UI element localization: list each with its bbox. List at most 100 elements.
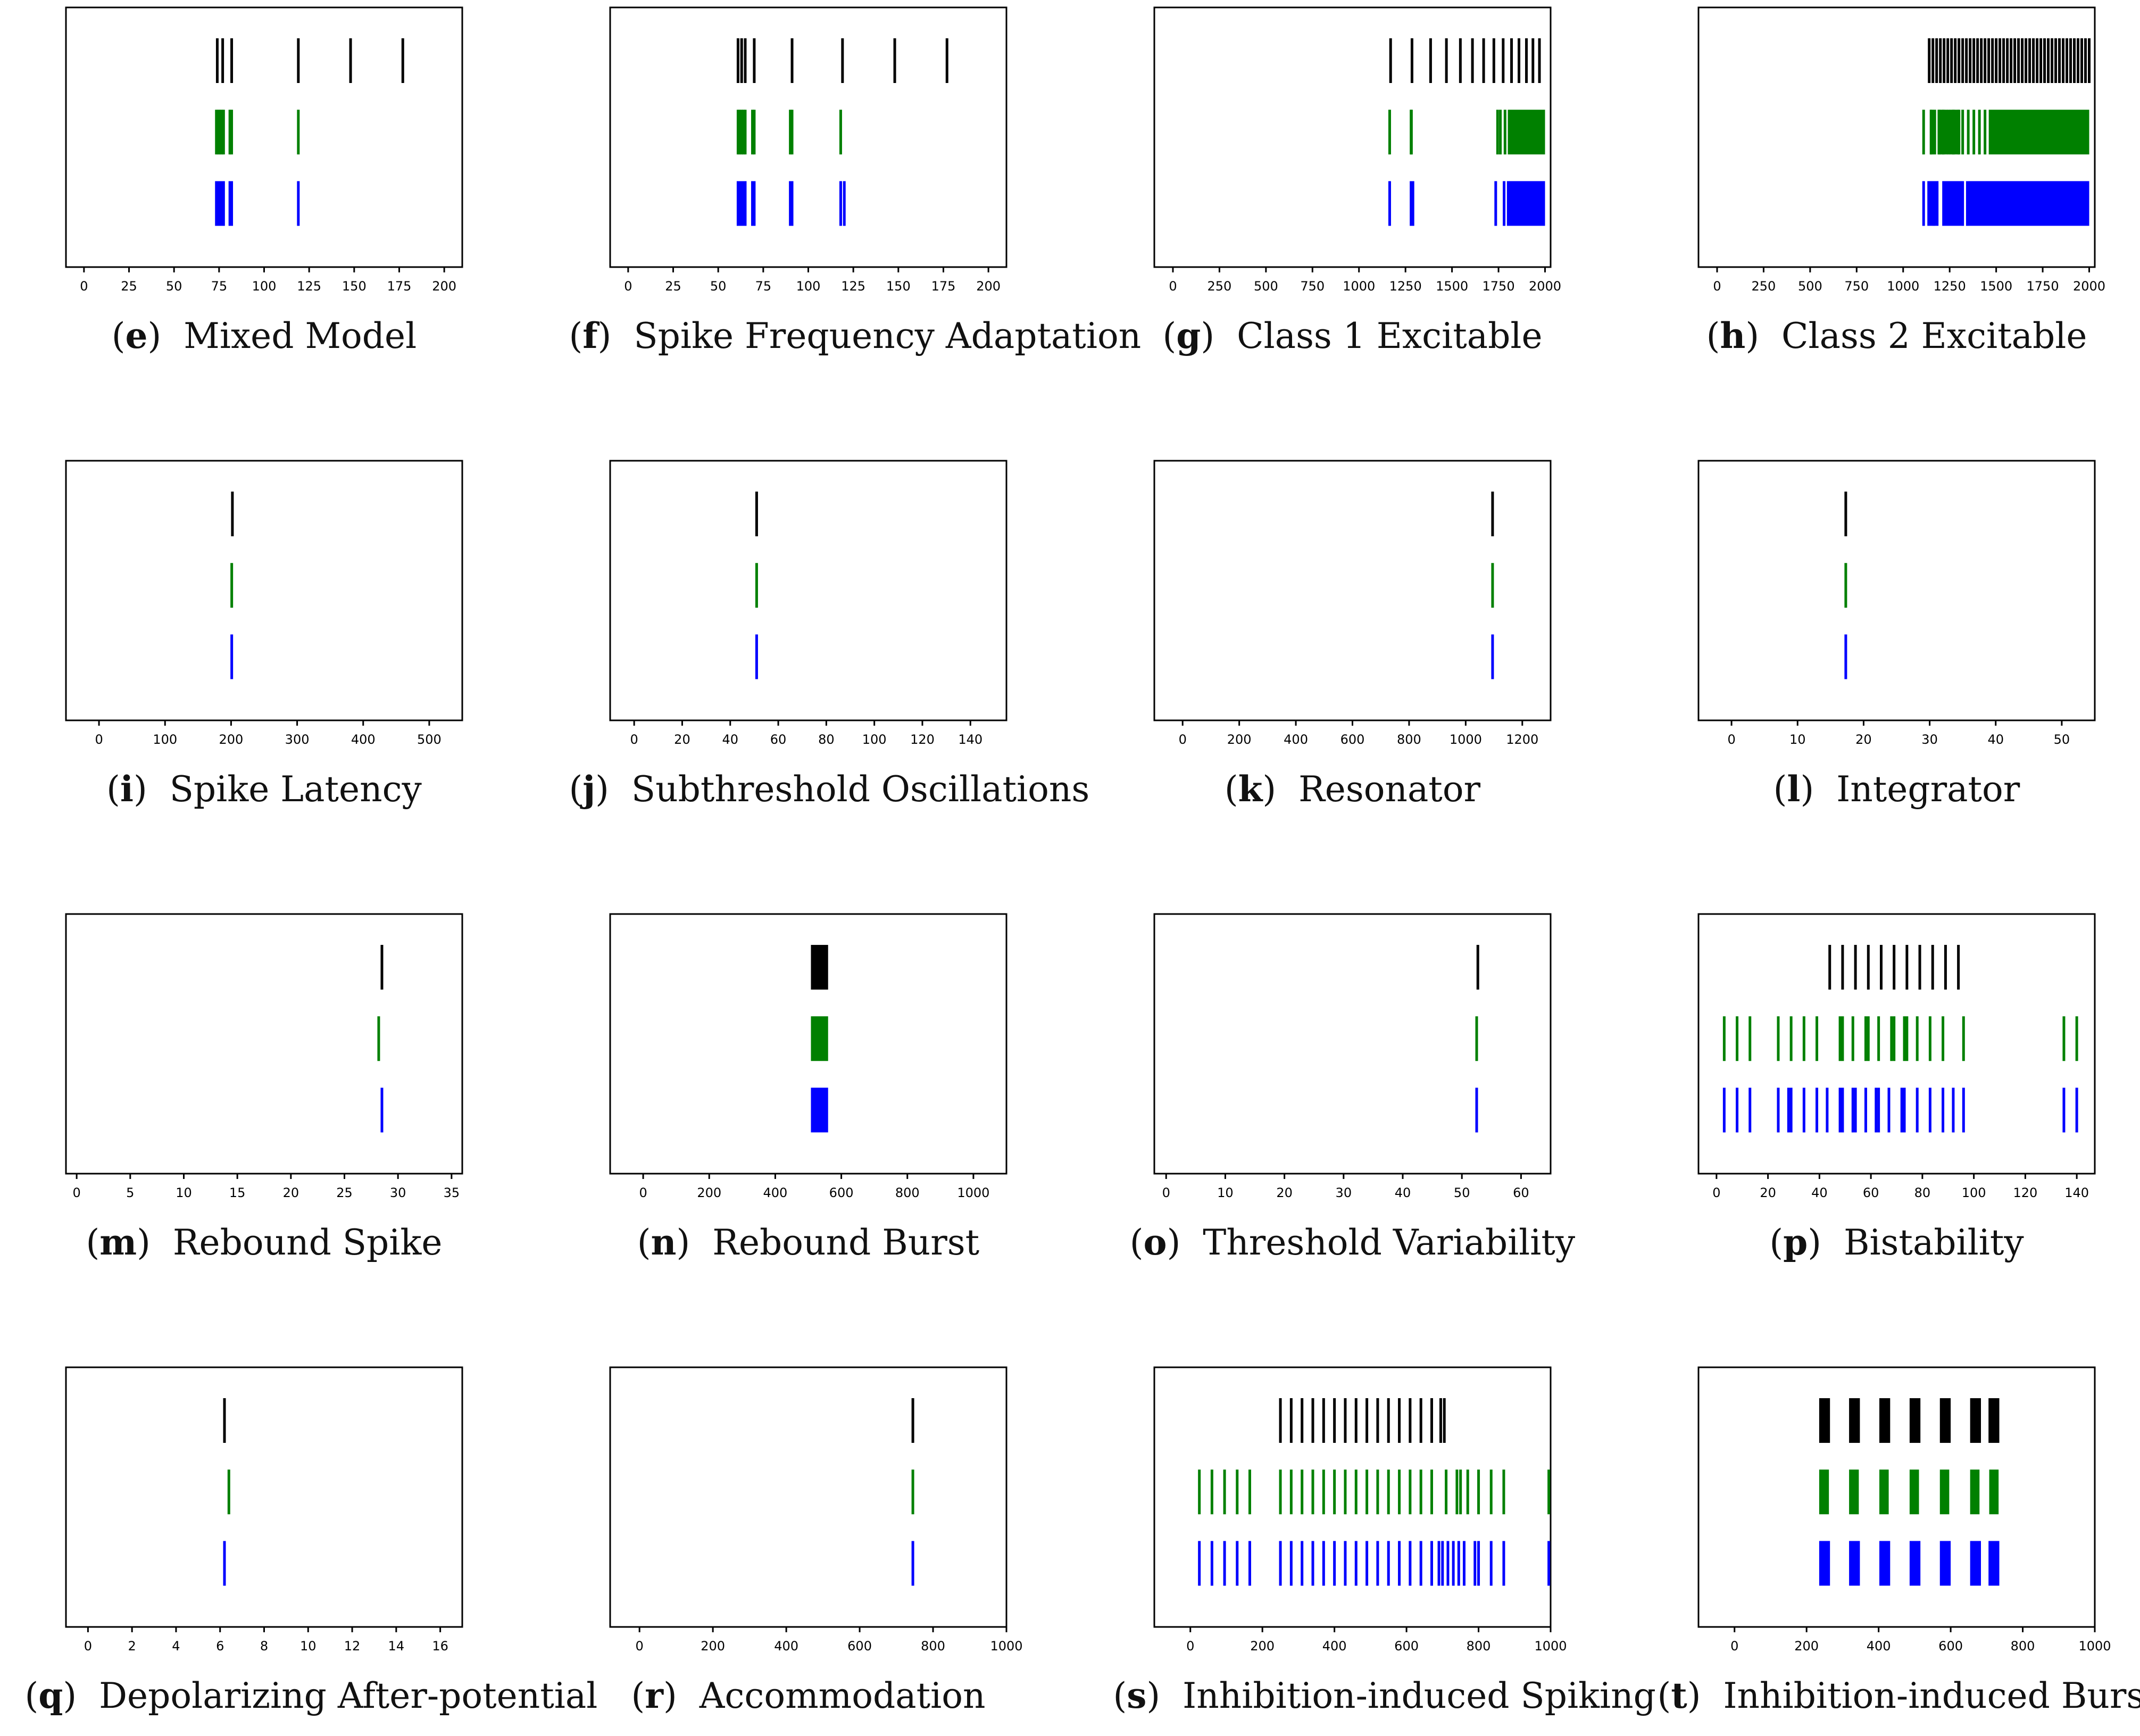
caption-paren-close: ): [595, 769, 631, 810]
panel-o: 0 10 20 30 40 50 60: [1153, 913, 1552, 1200]
x-tick-label: 400: [351, 732, 376, 747]
caption-letter: q: [38, 1675, 63, 1716]
x-tick-label: 250: [1752, 279, 1776, 294]
x-tick-label: 80: [1914, 1185, 1931, 1200]
caption-t: (t) Inhibition-induced Bursting: [1658, 1675, 2140, 1716]
x-tick-label: 0: [1169, 279, 1177, 294]
x-tick-label: 120: [910, 732, 935, 747]
x-tick-label: 50: [710, 279, 727, 294]
x-tick-label: 1500: [1436, 279, 1468, 294]
panel-e: 0 25 50 75 100 125 150 175 200: [65, 6, 463, 294]
x-tick-label: 40: [1811, 1185, 1828, 1200]
x-tick-label: 75: [211, 279, 228, 294]
caption-paren-open: (: [1224, 769, 1238, 810]
series-model_b: [1922, 181, 2089, 226]
spike-band: [1968, 181, 2089, 226]
x-tick-label: 0: [1730, 1639, 1738, 1654]
x-tick-label: 25: [121, 279, 137, 294]
caption-h: (h) Class 2 Excitable: [1658, 315, 2136, 356]
x-tick-label: 10: [176, 1185, 192, 1200]
panel-h: 0 250 500 750 1000 1250 1500 1750 2000: [1697, 6, 2105, 294]
spike-band: [1939, 1469, 1950, 1515]
x-tick-label: 1500: [1980, 279, 2012, 294]
series-model_b: [1722, 1087, 2078, 1133]
x-tick-label: 200: [697, 1185, 721, 1200]
caption-title: Inhibition-induced Spiking: [1183, 1675, 1656, 1716]
x-tick-label: 100: [796, 279, 821, 294]
x-tick-label: 750: [1300, 279, 1325, 294]
x-tick-label: 1200: [1506, 732, 1538, 747]
caption-title: Mixed Model: [184, 315, 417, 356]
x-tick-label: 1000: [1343, 279, 1375, 294]
spike-band: [1970, 1541, 1981, 1586]
x-tick-label: 800: [921, 1639, 945, 1654]
caption-letter: t: [1671, 1675, 1687, 1716]
series-model_a: [736, 110, 842, 155]
x-tick-label: 15: [229, 1185, 246, 1200]
x-tick-label: 200: [1250, 1639, 1275, 1654]
series-model_b: [736, 181, 846, 226]
caption-letter: l: [1787, 768, 1801, 810]
plot-frame: [609, 6, 1007, 268]
x-tick-label: 2000: [2073, 279, 2105, 294]
x-tick-label: 20: [1760, 1185, 1776, 1200]
caption-paren-close: ): [597, 315, 634, 356]
x-tick-label: 125: [297, 279, 321, 294]
x-tick-label: 14: [388, 1639, 405, 1654]
caption-paren-open: (: [106, 769, 120, 810]
x-tick-label: 20: [1276, 1185, 1293, 1200]
x-tick-label: 50: [1454, 1185, 1470, 1200]
caption-paren-close: ): [1808, 1222, 1844, 1263]
caption-title: Spike Frequency Adaptation: [634, 315, 1142, 356]
series-model_a: [1198, 1469, 1551, 1515]
caption-title: Class 2 Excitable: [1781, 315, 2087, 356]
spike-band: [811, 945, 828, 990]
series-reference: [215, 38, 404, 84]
caption-paren-close: ): [1262, 769, 1299, 810]
x-tick-label: 175: [387, 279, 412, 294]
plot-frame: [65, 460, 463, 721]
panel-n: 0 200 400 600 800 1000: [609, 913, 1007, 1200]
x-tick-label: 600: [847, 1639, 872, 1654]
caption-g: (g) Class 1 Excitable: [1113, 315, 1592, 356]
caption-title: Bistability: [1843, 1222, 2024, 1263]
caption-title: Spike Latency: [169, 769, 422, 810]
x-tick-label: 1250: [1934, 279, 1966, 294]
x-tick-label: 1000: [957, 1185, 989, 1200]
caption-s: (s) Inhibition-induced Spiking: [1113, 1675, 1656, 1716]
x-tick-label: 0: [95, 732, 103, 747]
series-model_b: [811, 1087, 828, 1133]
x-tick-label: 175: [931, 279, 956, 294]
x-tick-label: 8: [260, 1639, 268, 1654]
x-tick-label: 1000: [1887, 279, 1919, 294]
caption-paren-open: (: [1706, 315, 1720, 356]
caption-letter: n: [651, 1222, 677, 1263]
x-tick-label: 0: [1727, 732, 1735, 747]
series-model_b: [215, 181, 300, 226]
spike-band: [1879, 1541, 1891, 1586]
x-tick-label: 2: [128, 1639, 136, 1654]
x-tick-label: 50: [166, 279, 182, 294]
x-tick-label: 10: [1789, 732, 1806, 747]
plot-frame: [1697, 460, 2096, 721]
caption-paren-close: ): [1745, 315, 1782, 356]
caption-paren-close: ): [1201, 315, 1237, 356]
panel-s: 0 200 400 600 800 1000: [1153, 1366, 1567, 1654]
caption-letter: i: [120, 768, 134, 810]
x-tick-label: 800: [2011, 1639, 2035, 1654]
x-tick-label: 4: [172, 1639, 180, 1654]
caption-e: (e) Mixed Model: [25, 315, 504, 356]
spike-band: [1909, 1469, 1919, 1515]
plot-frame: [65, 6, 463, 268]
x-tick-label: 1000: [1450, 732, 1482, 747]
panel-t: 0 200 400 600 800 1000: [1697, 1366, 2111, 1654]
plot-frame: [1697, 1366, 2096, 1628]
spike-band: [1879, 1469, 1889, 1515]
caption-paren-close: ): [1687, 1675, 1723, 1716]
plot-frame: [609, 460, 1007, 721]
spike-band: [1988, 1398, 2000, 1443]
spike-band: [1849, 1398, 1860, 1443]
x-tick-label: 0: [636, 1639, 644, 1654]
x-tick-label: 1750: [2027, 279, 2059, 294]
